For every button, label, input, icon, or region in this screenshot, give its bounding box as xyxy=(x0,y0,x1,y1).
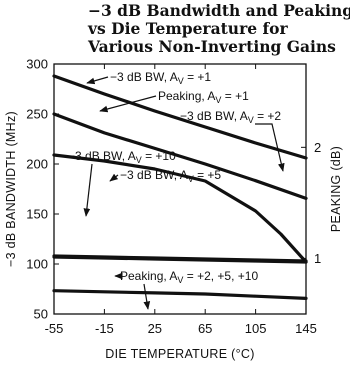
leader-arrow-pkall-2 xyxy=(143,283,151,310)
annotation-pkall: Peaking, AV = +2, +5, +10 xyxy=(120,269,258,285)
tick-group: -55 -15 25 65 105 145 50 100 150 200 250 300 1 2 xyxy=(26,57,321,337)
leader-arrow-bw5 xyxy=(109,173,119,182)
y-tick-label-right: 2 xyxy=(314,140,321,155)
y-axis-label-left: −3 dB BANDWIDTH (MHz) xyxy=(4,111,18,267)
annotation-pk1: Peaking, AV = +1 xyxy=(158,89,249,105)
title-line-2: vs Die Temperature for xyxy=(88,19,288,38)
series-line-6 xyxy=(52,289,308,300)
title-line-1: −3 dB Bandwidth and Peaking xyxy=(88,1,350,20)
x-tick-label: -55 xyxy=(45,321,64,336)
leader-arrow-bw2 xyxy=(255,123,285,172)
series-line-5 xyxy=(52,255,308,264)
x-tick-label: 65 xyxy=(198,321,212,336)
annotation-bw1: −3 dB BW, AV = +1 xyxy=(110,70,211,86)
y-tick-label-left: 100 xyxy=(26,257,48,272)
leader-arrow-bw10 xyxy=(83,163,93,217)
leader-arrow-pk1 xyxy=(99,95,157,113)
x-tick-label: 145 xyxy=(295,321,317,336)
plot-frame xyxy=(53,63,307,315)
x-axis-label: DIE TEMPERATURE (°C) xyxy=(105,347,254,361)
annotation-bw10: −3 dB BW, AV = +10 xyxy=(68,149,176,165)
title-line-3: Various Non-Inverting Gains xyxy=(88,37,336,56)
y-tick-label-left: 50 xyxy=(34,307,48,322)
series-line-1 xyxy=(52,74,308,160)
leader-arrow-bw1 xyxy=(86,76,109,85)
x-tick-label: 25 xyxy=(148,321,162,336)
y-tick-label-right: 1 xyxy=(314,251,321,266)
y-tick-label-left: 300 xyxy=(26,57,48,72)
annotation-bw5: −3 dB BW, AV = +5 xyxy=(120,168,221,184)
annotation-group: −3 dB BW, AV = +1 Peaking, AV = +1 −3 dB B… xyxy=(68,70,285,310)
x-tick-label: -15 xyxy=(95,321,114,336)
series-line-2 xyxy=(52,112,308,200)
x-tick-label: 105 xyxy=(245,321,267,336)
y-axis-label-right: PEAKING (dB) xyxy=(329,146,343,232)
y-tick-label-left: 150 xyxy=(26,207,48,222)
annotation-bw2: −3 dB BW, AV = +2 xyxy=(180,109,281,125)
series-line-3 xyxy=(52,153,308,264)
y-tick-label-left: 200 xyxy=(26,157,48,172)
series-group xyxy=(52,74,308,300)
y-tick-label-left: 250 xyxy=(26,107,48,122)
